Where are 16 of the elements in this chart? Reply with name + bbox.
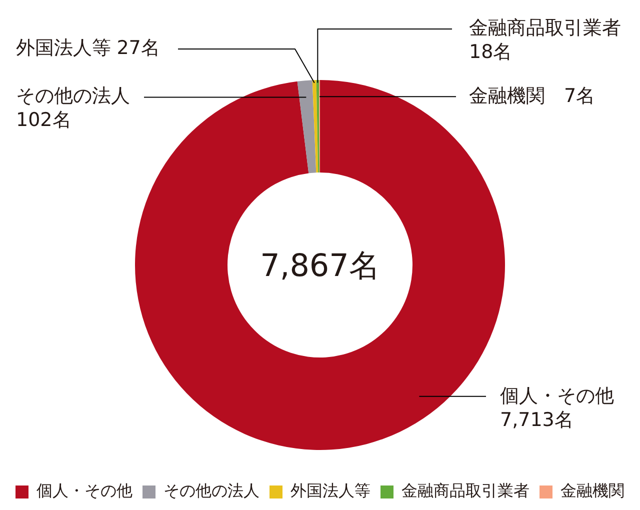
legend-label: その他の法人 [164, 481, 260, 500]
legend-label: 外国法人等 [290, 481, 370, 500]
legend-label: 金融商品取引業者 [402, 481, 530, 500]
text: 7,867名 [260, 248, 380, 284]
slice-label: 個人・その他 [500, 384, 614, 407]
slice-label: 外国法人等 [16, 36, 111, 59]
legend-label: 個人・その他 [36, 481, 132, 500]
data-label: 102名 [16, 108, 72, 131]
data-label: 7,713名 [500, 408, 574, 431]
slice-label: 金融機関 [469, 84, 545, 107]
legend-label: 金融機関 [560, 481, 624, 500]
slice-label: その他の法人 [16, 84, 130, 107]
data-label: 7名 [564, 84, 596, 107]
slice-label: 金融商品取引業者 [469, 16, 621, 39]
data-label: 27名 [116, 36, 160, 59]
data-label: 18名 [469, 40, 512, 63]
